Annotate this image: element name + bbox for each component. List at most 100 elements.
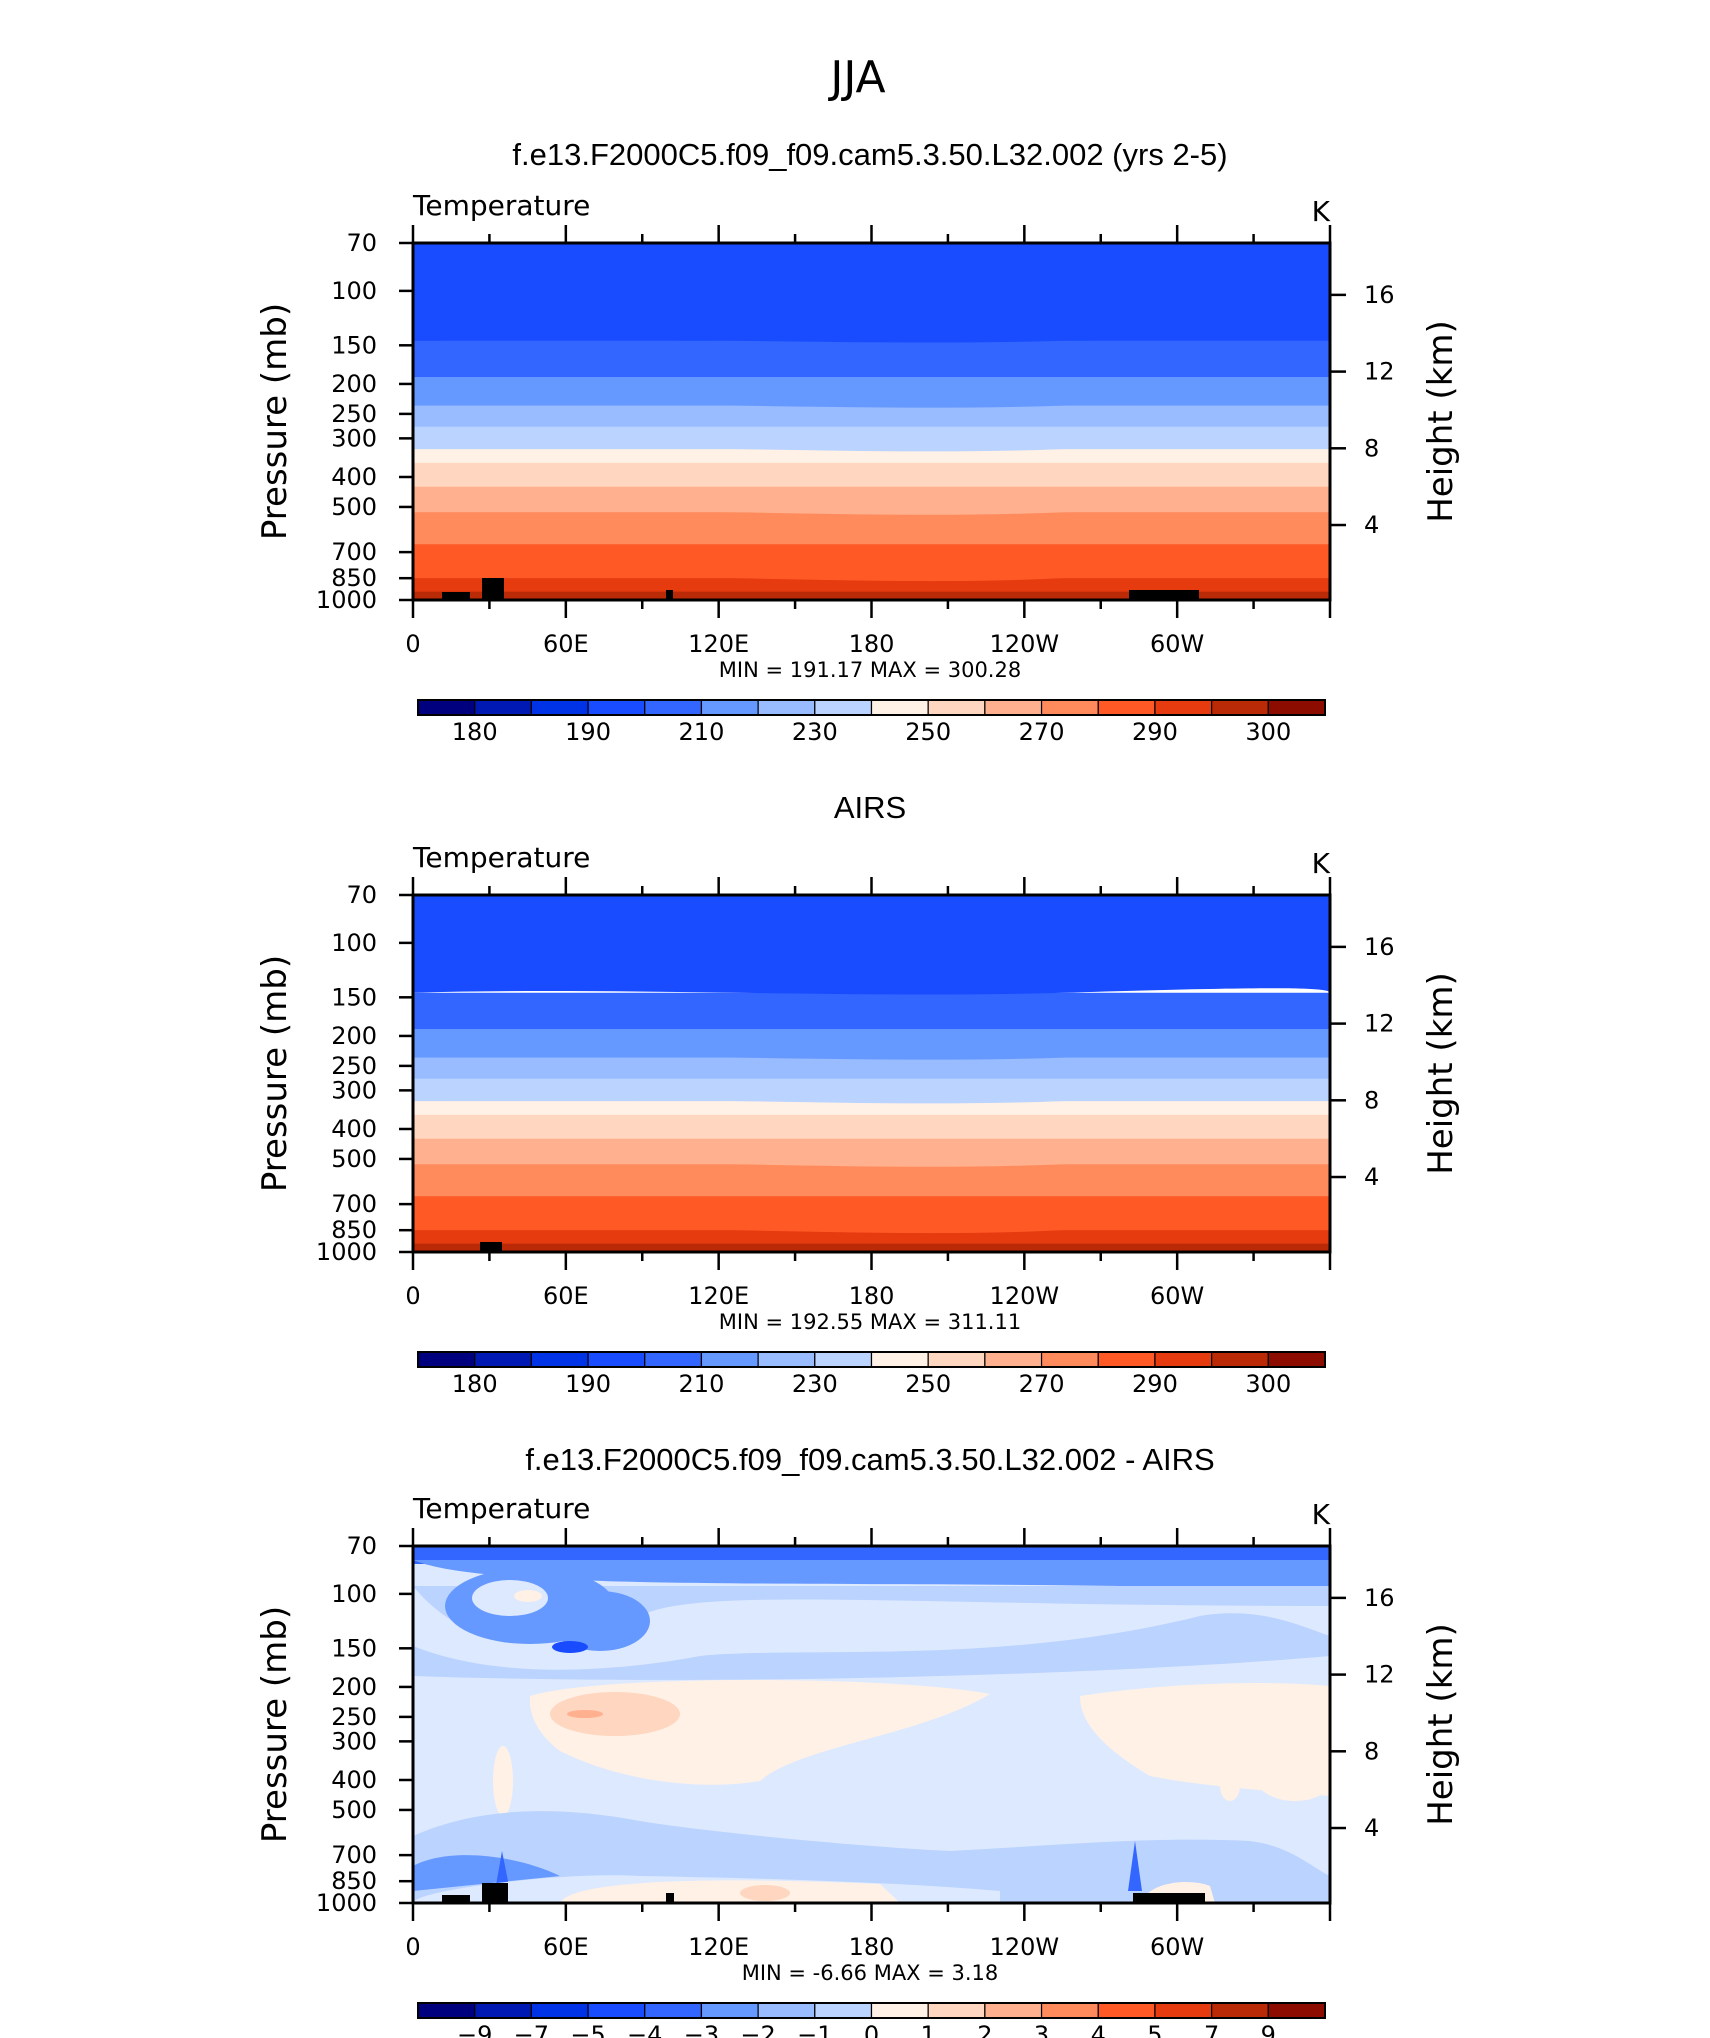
y-tick-label: 700 bbox=[331, 1190, 377, 1218]
colorbar-label: 270 bbox=[1019, 1370, 1065, 1398]
contour-blob bbox=[550, 1591, 650, 1651]
contour-band bbox=[413, 1855, 560, 1891]
x-tick-label: 120W bbox=[990, 1933, 1060, 1961]
units-label: K bbox=[1312, 847, 1331, 880]
contour-edge bbox=[413, 1081, 1330, 1104]
contour-band bbox=[413, 1560, 1330, 1591]
y2-tick-label: 16 bbox=[1364, 281, 1395, 309]
contour-band bbox=[413, 992, 1330, 1031]
colorbar-label: −2 bbox=[740, 2021, 775, 2038]
x-tick-label: 0 bbox=[405, 630, 420, 658]
colorbar-box bbox=[1040, 1351, 1099, 1368]
x-tick-label: 180 bbox=[849, 1282, 895, 1310]
y-tick-label: 100 bbox=[331, 1580, 377, 1608]
colorbar-label: 250 bbox=[905, 1370, 951, 1398]
x-tick-label: 180 bbox=[849, 630, 895, 658]
chart-panel-3: f.e13.F2000C5.f09_f09.cam5.3.50.L32.002 … bbox=[255, 1442, 1461, 2038]
x-tick-label: 60E bbox=[543, 1282, 589, 1310]
chart-panel-1: f.e13.F2000C5.f09_f09.cam5.3.50.L32.002 … bbox=[255, 137, 1461, 746]
colorbar-box bbox=[530, 1351, 589, 1368]
colorbar-label: 180 bbox=[452, 718, 498, 746]
contour-blob bbox=[1220, 1771, 1240, 1801]
y-tick-label: 300 bbox=[331, 1727, 377, 1755]
x-tick-label: 60W bbox=[1150, 630, 1204, 658]
y-tick-label: 400 bbox=[331, 1766, 377, 1794]
colorbar-box bbox=[474, 1351, 532, 1368]
colorbar-label: 300 bbox=[1245, 1370, 1291, 1398]
y-tick-label: 500 bbox=[331, 493, 377, 521]
y-tick-label: 1000 bbox=[316, 1238, 377, 1266]
x-tick-label: 120E bbox=[688, 1933, 749, 1961]
contour-blob bbox=[472, 1580, 548, 1616]
colorbar-label: 7 bbox=[1204, 2021, 1219, 2038]
colorbar-label: 3 bbox=[1034, 2021, 1049, 2038]
contour-band bbox=[413, 1546, 1330, 1564]
contour-band bbox=[413, 340, 1330, 379]
colorbar-label: 270 bbox=[1019, 718, 1065, 746]
colorbar-box bbox=[417, 1351, 476, 1368]
colorbar-box bbox=[870, 2002, 929, 2019]
contour-blob bbox=[552, 1641, 588, 1653]
colorbar-frame bbox=[417, 2002, 1326, 2019]
x-tick-label: 120E bbox=[688, 1282, 749, 1310]
colorbar-box bbox=[1154, 1351, 1213, 1368]
contour-field bbox=[413, 1546, 1330, 1903]
colorbar-box bbox=[530, 2002, 589, 2019]
colorbar-box bbox=[1211, 2002, 1269, 2019]
y-tick-label: 400 bbox=[331, 463, 377, 491]
contour-edge bbox=[413, 1210, 1330, 1234]
contour-band bbox=[413, 895, 1330, 978]
y-tick-label: 300 bbox=[331, 1076, 377, 1104]
x-tick-label: 0 bbox=[405, 1282, 420, 1310]
y-tick-label: 400 bbox=[331, 1115, 377, 1143]
y-tick-label: 250 bbox=[331, 1052, 377, 1080]
y2-axis-label: Height (km) bbox=[1421, 1623, 1461, 1826]
x-tick-label: 120W bbox=[990, 1282, 1060, 1310]
x-tick-label: 60E bbox=[543, 630, 589, 658]
chart-panel-2: AIRS Temperature K 0 60E 120E 180 120W 60W 70 100 1… bbox=[255, 790, 1461, 1398]
contour-field bbox=[413, 243, 1330, 600]
contour-edge bbox=[413, 1144, 1330, 1167]
colorbar-box bbox=[1267, 1351, 1326, 1368]
colorbar-box bbox=[814, 2002, 873, 2019]
y-tick-label: 850 bbox=[331, 564, 377, 592]
colorbar-box bbox=[984, 699, 1043, 716]
colorbar-box bbox=[700, 699, 759, 716]
y2-tick-label: 8 bbox=[1364, 434, 1379, 462]
contour-blob bbox=[1255, 1751, 1330, 1801]
colorbar-box bbox=[1040, 2002, 1099, 2019]
colorbar-label: 230 bbox=[792, 1370, 838, 1398]
chart-title: f.e13.F2000C5.f09_f09.cam5.3.50.L32.002 … bbox=[525, 1442, 1214, 1477]
colorbar-box bbox=[984, 2002, 1043, 2019]
y2-tick-label: 8 bbox=[1364, 1737, 1379, 1765]
colorbar-box bbox=[587, 699, 646, 716]
colorbar-label: −5 bbox=[570, 2021, 605, 2038]
colorbar-frame bbox=[417, 699, 1326, 716]
contour-warm-region bbox=[560, 1880, 900, 1903]
contour-blob bbox=[550, 1692, 680, 1736]
contour-field bbox=[413, 895, 1330, 1252]
colorbar-label: −1 bbox=[797, 2021, 832, 2038]
y-tick-label: 700 bbox=[331, 1841, 377, 1869]
x-tick-label: 120E bbox=[688, 630, 749, 658]
contour-edge bbox=[413, 558, 1330, 582]
contour-band bbox=[413, 1613, 1330, 1680]
colorbar-label: 1 bbox=[921, 2021, 936, 2038]
x-tick-label: 180 bbox=[849, 1933, 895, 1961]
colorbar-box bbox=[1040, 699, 1099, 716]
contour-band bbox=[413, 1586, 1330, 1644]
y-tick-label: 150 bbox=[331, 1634, 377, 1662]
colorbar-box bbox=[587, 1351, 646, 1368]
y-tick-label: 200 bbox=[331, 1673, 377, 1701]
x-tick-label: 120W bbox=[990, 630, 1060, 658]
y-tick-label: 300 bbox=[331, 424, 377, 452]
colorbar-label: 2 bbox=[977, 2021, 992, 2038]
y-axis-label: Pressure (mb) bbox=[255, 1606, 295, 1843]
contour-band bbox=[413, 1057, 1330, 1080]
min-max-stats: MIN = 191.17 MAX = 300.28 bbox=[719, 658, 1021, 682]
contour-edge bbox=[413, 429, 1330, 452]
y-tick-label: 150 bbox=[331, 983, 377, 1011]
x-tick-label: 60W bbox=[1150, 1282, 1204, 1310]
colorbar-box bbox=[1211, 699, 1269, 716]
contour-edge bbox=[413, 972, 1330, 995]
